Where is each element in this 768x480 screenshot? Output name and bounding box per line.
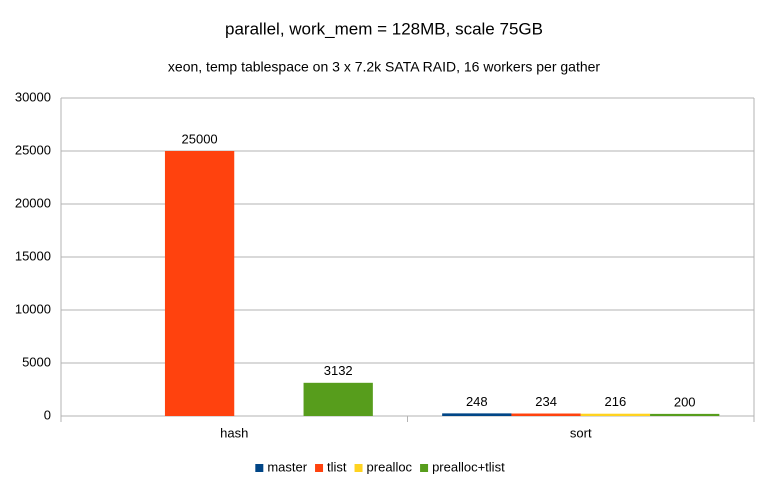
legend-label: prealloc [367, 459, 413, 474]
y-tick-label: 30000 [15, 89, 51, 104]
bar [580, 413, 651, 416]
value-label: 3132 [324, 363, 353, 378]
x-tick-label: hash [220, 425, 248, 440]
y-tick-label: 10000 [15, 301, 51, 316]
legend-label: prealloc+tlist [432, 459, 505, 474]
y-tick-label: 25000 [15, 142, 51, 157]
value-label: 216 [605, 394, 627, 409]
legend-swatch [420, 464, 429, 472]
legend-swatch [255, 464, 264, 472]
legend-swatch [354, 464, 363, 472]
bar [164, 151, 235, 416]
value-label: 200 [674, 394, 696, 409]
bar [303, 382, 373, 416]
legend-swatch [315, 464, 324, 472]
bar [650, 413, 720, 416]
x-tick-label: sort [570, 425, 592, 440]
bar [442, 413, 512, 416]
bar [511, 413, 581, 416]
y-tick-label: 0 [44, 407, 51, 422]
value-label: 25000 [182, 131, 218, 146]
value-label: 248 [466, 394, 488, 409]
y-tick-label: 20000 [15, 195, 51, 210]
legend-label: master [267, 459, 307, 474]
chart-title: parallel, work_mem = 128MB, scale 75GB [225, 19, 543, 38]
value-label: 234 [535, 394, 557, 409]
y-tick-label: 5000 [22, 354, 51, 369]
chart-subtitle: xeon, temp tablespace on 3 x 7.2k SATA R… [168, 59, 600, 75]
legend-label: tlist [327, 459, 347, 474]
y-tick-label: 15000 [15, 248, 51, 263]
